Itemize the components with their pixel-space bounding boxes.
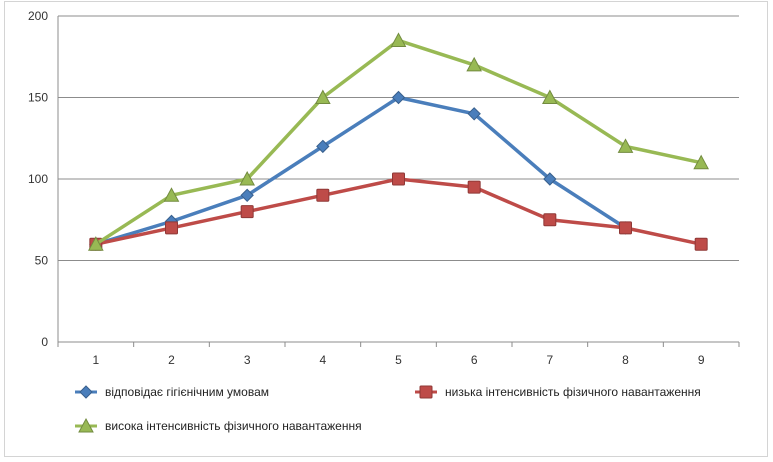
data-point (543, 172, 557, 186)
data-point (314, 89, 331, 104)
data-point (467, 180, 481, 194)
series-line (94, 95, 628, 246)
legend-entry: низька інтенсивність фізичного навантаже… (415, 385, 701, 399)
data-point (392, 172, 405, 186)
data-point (619, 221, 632, 235)
legend-label: низька інтенсивність фізичного навантаже… (445, 385, 701, 399)
data-point (391, 90, 406, 105)
x-tick-label: 2 (168, 353, 175, 367)
data-point (316, 139, 330, 154)
data-point (165, 221, 178, 235)
legend: відповідає гігієнічним умовам низька інте… (75, 385, 701, 433)
series (87, 32, 710, 251)
y-tick-label: 200 (28, 9, 48, 23)
tick-labels: 0 50 100 150 200 1 2 3 4 5 6 7 8 9 (28, 9, 705, 367)
data-point (467, 107, 481, 121)
data-point (240, 205, 254, 219)
data-point (617, 138, 634, 153)
axes (57, 16, 740, 347)
data-point (694, 237, 708, 251)
legend-marker (78, 417, 94, 433)
series-triangle (87, 32, 710, 251)
data-point (543, 213, 557, 227)
legend-marker (79, 385, 93, 399)
data-point (316, 188, 330, 202)
legend-label: відповідає гігієнічним умовам (105, 385, 269, 399)
x-tick-label: 5 (395, 353, 402, 367)
data-point (240, 188, 254, 203)
x-tick-label: 7 (546, 353, 553, 367)
data-point (541, 89, 558, 104)
y-tick-label: 50 (35, 254, 49, 268)
x-tick-label: 6 (471, 353, 478, 367)
data-point (87, 236, 104, 251)
series-square (89, 172, 708, 251)
x-tick-label: 1 (92, 353, 99, 367)
y-tick-label: 0 (41, 335, 48, 349)
y-tick-label: 150 (28, 91, 48, 105)
legend-entry: висока інтенсивність фізичного навантаже… (75, 417, 362, 433)
data-point (163, 187, 180, 202)
series-line (94, 177, 703, 246)
legend-entry: відповідає гігієнічним умовам (75, 385, 269, 399)
y-tick-label: 100 (28, 172, 48, 186)
legend-label: висока інтенсивність фізичного навантаже… (105, 419, 362, 433)
chart-frame: 0 50 100 150 200 1 2 3 4 5 6 7 8 9 відповідає гігієні… (4, 1, 768, 457)
x-tick-label: 8 (622, 353, 629, 367)
series-line (94, 38, 703, 246)
data-point (239, 170, 256, 186)
x-tick-label: 3 (244, 353, 251, 367)
data-point (693, 154, 710, 170)
data-point (390, 32, 407, 47)
x-tick-label: 4 (319, 353, 326, 367)
data-point (466, 56, 483, 72)
line-chart: 0 50 100 150 200 1 2 3 4 5 6 7 8 9 відповідає гігієні… (28, 9, 740, 433)
x-tick-label: 9 (698, 353, 705, 367)
legend-marker (419, 385, 433, 399)
